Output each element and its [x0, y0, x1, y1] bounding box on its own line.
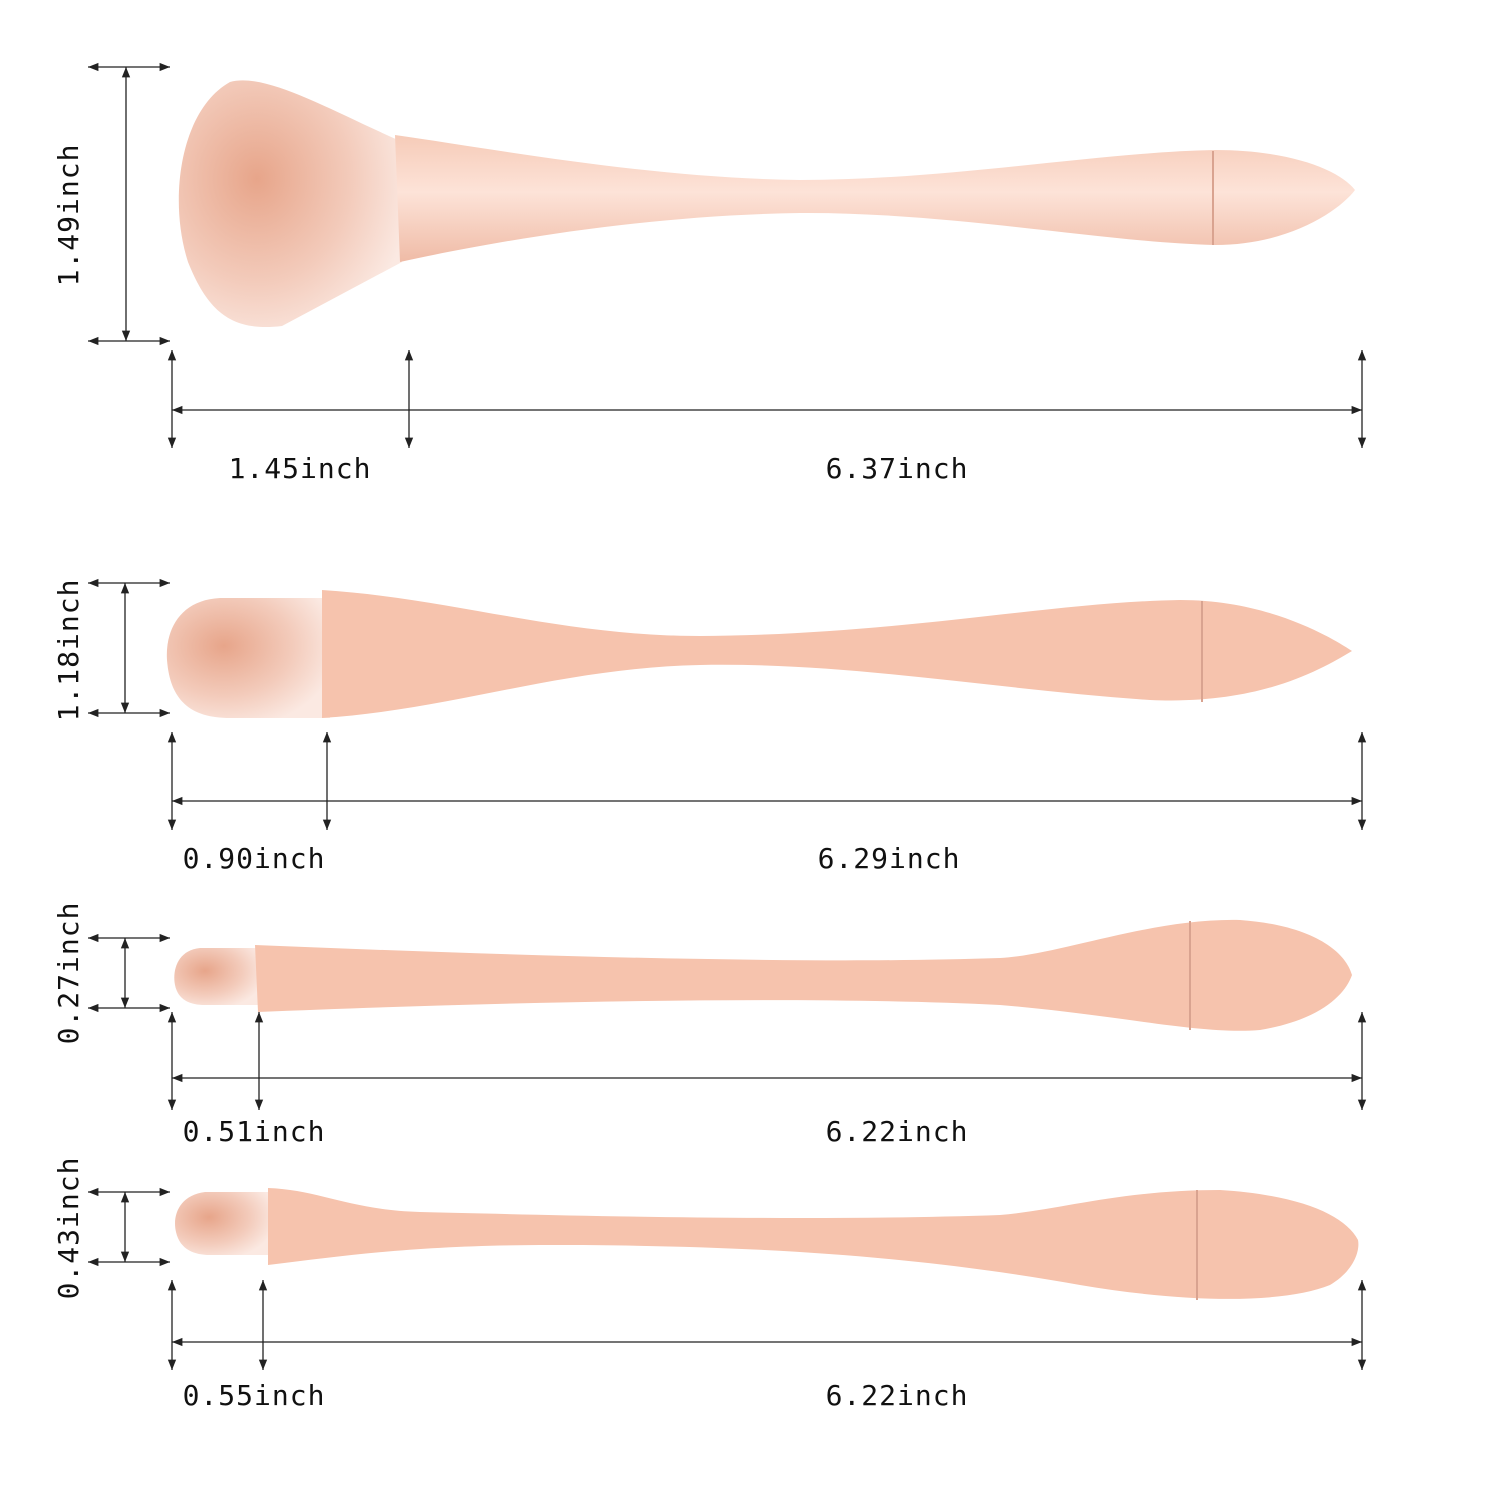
- handle: [322, 590, 1352, 718]
- dimensions: 1.49inch 1.45inch 6.37inch 1.18inch 0.90inch…: [52, 62, 1367, 1412]
- handle: [268, 1188, 1359, 1299]
- head-length-label: 0.51inch: [183, 1115, 326, 1148]
- height-label: 0.27inch: [52, 902, 85, 1045]
- total-length-label: 6.37inch: [826, 452, 969, 485]
- bristles: [175, 1192, 272, 1255]
- brush-4: [175, 1188, 1359, 1300]
- head-length-label: 0.90inch: [183, 842, 326, 875]
- brush-3: [174, 919, 1352, 1031]
- height-label: 1.18inch: [52, 579, 85, 722]
- head-length-label: 0.55inch: [183, 1379, 326, 1412]
- total-length-label: 6.22inch: [826, 1379, 969, 1412]
- height-label: 1.49inch: [52, 144, 85, 287]
- total-length-label: 6.22inch: [826, 1115, 969, 1148]
- bristles: [174, 948, 262, 1005]
- head-length-label: 1.45inch: [229, 452, 372, 485]
- bristles: [178, 80, 402, 328]
- handle: [255, 919, 1352, 1031]
- bristles: [166, 598, 330, 718]
- handle: [395, 135, 1355, 262]
- height-label: 0.43inch: [52, 1157, 85, 1300]
- total-length-label: 6.29inch: [818, 842, 961, 875]
- brush-1: [178, 80, 1355, 328]
- brush-2: [166, 590, 1352, 718]
